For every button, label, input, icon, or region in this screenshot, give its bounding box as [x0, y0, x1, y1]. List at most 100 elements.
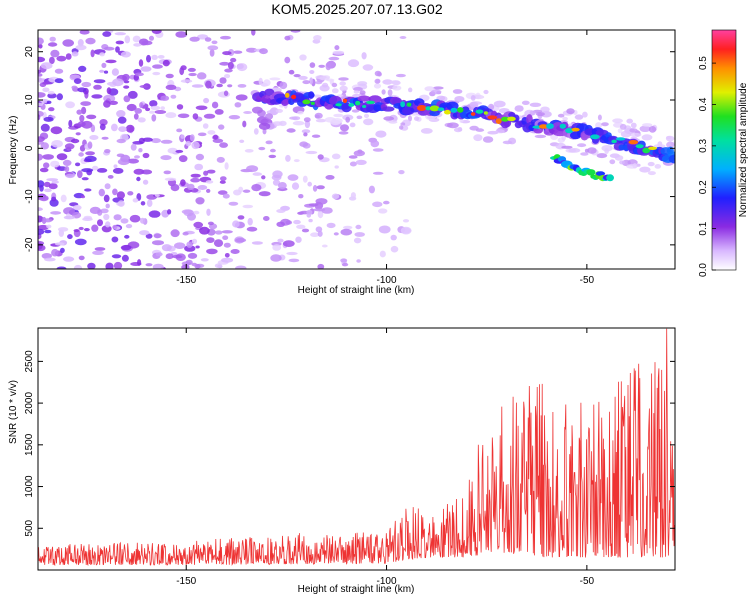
spectrogram-cell [317, 210, 324, 219]
spectrogram-cell [102, 31, 112, 37]
spectrogram-cell [105, 221, 111, 228]
spectrogram-cell [149, 110, 155, 114]
spectrogram-cell [180, 179, 186, 187]
spectrogram-cell [272, 244, 282, 251]
spectrogram-cell [187, 67, 196, 72]
spectrogram-cell [38, 224, 49, 231]
spectrogram-cell [313, 94, 322, 98]
spectrogram-cell [334, 45, 340, 51]
y-tick-label: 10 [24, 94, 35, 106]
spectrogram-cell [668, 154, 675, 164]
spectrogram-cell [133, 43, 142, 47]
spectrogram-cell [219, 180, 226, 184]
spectrogram-cell [577, 143, 587, 148]
spectrogram-cell [246, 226, 258, 232]
spectrogram-cell [317, 154, 324, 160]
spectrogram-cell [617, 128, 623, 134]
colorbar-tick-label: 0.2 [698, 180, 709, 194]
spectrogram-cell [521, 100, 530, 106]
spectrogram-cell [221, 257, 234, 263]
spectrogram-cell [38, 73, 43, 77]
spectrogram-cell [47, 42, 58, 47]
spectrogram-cell [211, 101, 219, 109]
spectrogram-cell [314, 112, 323, 119]
spectrogram-cell [595, 129, 609, 136]
spectrogram-cell [54, 68, 64, 74]
spectrogram-cell [234, 102, 242, 108]
spectrogram-cell [402, 219, 410, 223]
spectrogram-cell [190, 173, 201, 178]
spectrogram-cell [288, 69, 295, 75]
spectrogram-y-ticks: -20 -10 0 10 20 [24, 46, 675, 252]
snr-frame [37, 327, 676, 571]
spectrogram-cell [41, 253, 52, 259]
spectrogram-cell [228, 115, 241, 120]
spectrogram-cell [590, 134, 600, 140]
spectrogram-cell [75, 44, 87, 51]
spectrogram-cell [224, 68, 233, 73]
spectrogram-cell [195, 197, 205, 205]
spectrogram-cell [101, 136, 109, 140]
spectrogram-cell [262, 128, 267, 135]
colorbar [711, 29, 737, 271]
spectrogram-cell [39, 184, 44, 192]
spectrogram-cell [51, 180, 59, 184]
spectrogram-cell [43, 181, 51, 188]
spectrogram-cell [157, 55, 165, 59]
spectrogram-cell [227, 61, 234, 70]
spectrogram-cell [214, 263, 223, 269]
spectrogram-cell [197, 185, 208, 190]
spectrogram-cell [74, 238, 87, 246]
spectrogram-cell [80, 101, 92, 106]
spectrogram-cell [51, 248, 59, 257]
spectrogram-cell [647, 171, 656, 176]
spectrogram-cell [392, 85, 402, 91]
spectrogram-cell [316, 185, 325, 190]
spectrogram-cell [529, 110, 536, 116]
spectrogram-cell [103, 100, 111, 108]
spectrogram-cell [483, 111, 488, 115]
spectrogram-cell [60, 247, 65, 253]
spectrogram-cell [113, 261, 123, 269]
spectrogram-cell [635, 144, 644, 149]
spectrogram-cell [315, 118, 327, 123]
spectrogram-cell [214, 230, 223, 235]
spectrogram-cell [99, 119, 108, 126]
spectrogram-cell [629, 128, 638, 133]
spectrogram-cell [297, 110, 304, 115]
spectrogram-cell [124, 35, 131, 44]
spectrogram-cell [315, 75, 327, 80]
spectrogram-cell [482, 136, 494, 143]
spectrogram-cell [305, 150, 318, 155]
spectrogram-cell [153, 233, 162, 239]
spectrogram-cell [222, 235, 229, 240]
spectrogram-cell [38, 44, 43, 49]
x-tick-label: -100 [377, 275, 397, 286]
spectrogram-cell [319, 84, 330, 92]
spectrogram-cell [619, 123, 627, 130]
spectrogram-cell [38, 37, 44, 45]
spectrogram-cell [620, 130, 632, 138]
spectrogram-cell [223, 90, 229, 97]
spectrogram-cell [224, 162, 229, 170]
y-tick-label: 2000 [24, 392, 35, 415]
spectrogram-cell [587, 147, 597, 154]
spectrogram-cell [243, 111, 253, 114]
spectrogram-cell [115, 40, 125, 45]
spectrogram-cell [339, 85, 348, 92]
spectrogram-cell [92, 165, 99, 171]
spectrogram-cell [313, 35, 322, 41]
spectrogram-cell [142, 137, 153, 142]
spectrogram-cell [56, 166, 67, 172]
spectrogram-cell [79, 30, 90, 35]
spectrogram-cell [91, 94, 103, 99]
x-tick-label: -50 [580, 576, 595, 587]
spectrogram-cell [277, 238, 284, 243]
spectrogram-cell [75, 132, 81, 136]
spectrogram-cell [224, 253, 230, 258]
spectrogram-cell [175, 149, 184, 153]
spectrogram-cell [50, 160, 60, 168]
spectrogram-cell [78, 226, 84, 231]
spectrogram-cell [146, 54, 151, 63]
